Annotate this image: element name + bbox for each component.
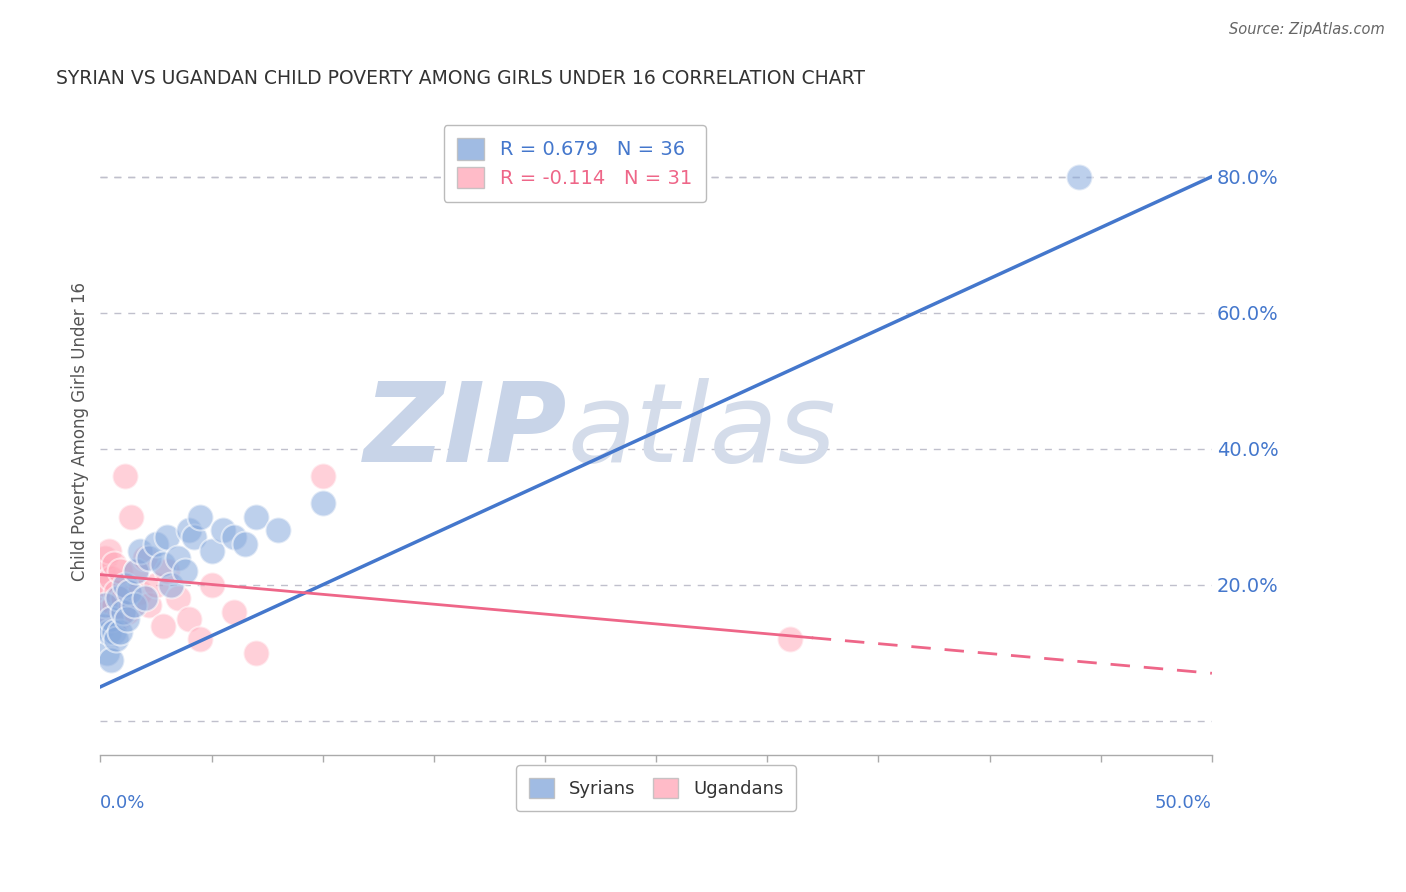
Point xyxy=(100,571,122,585)
Point xyxy=(311,469,333,483)
Point xyxy=(91,564,114,578)
Point xyxy=(167,591,190,606)
Point xyxy=(179,524,201,538)
Point xyxy=(245,509,267,524)
Point xyxy=(134,550,156,565)
Text: 50.0%: 50.0% xyxy=(1156,794,1212,812)
Y-axis label: Child Poverty Among Girls Under 16: Child Poverty Among Girls Under 16 xyxy=(72,282,89,582)
Point xyxy=(125,564,148,578)
Point xyxy=(115,605,138,619)
Point xyxy=(222,530,245,544)
Point xyxy=(103,598,125,612)
Point xyxy=(94,550,117,565)
Point xyxy=(103,558,125,572)
Point xyxy=(98,543,121,558)
Point xyxy=(94,598,117,612)
Point xyxy=(233,537,256,551)
Point xyxy=(152,558,174,572)
Point xyxy=(138,598,160,612)
Point xyxy=(152,618,174,632)
Point xyxy=(111,605,134,619)
Point xyxy=(779,632,801,647)
Text: Source: ZipAtlas.com: Source: ZipAtlas.com xyxy=(1229,22,1385,37)
Point xyxy=(1067,169,1090,184)
Point xyxy=(200,543,222,558)
Point xyxy=(96,605,118,619)
Point xyxy=(100,612,122,626)
Point xyxy=(173,564,195,578)
Point xyxy=(96,646,118,660)
Text: SYRIAN VS UGANDAN CHILD POVERTY AMONG GIRLS UNDER 16 CORRELATION CHART: SYRIAN VS UGANDAN CHILD POVERTY AMONG GI… xyxy=(56,69,865,87)
Point xyxy=(190,632,212,647)
Point xyxy=(167,550,190,565)
Point xyxy=(125,564,148,578)
Point xyxy=(200,578,222,592)
Point xyxy=(156,564,179,578)
Point xyxy=(111,591,134,606)
Point xyxy=(267,524,290,538)
Point xyxy=(121,509,143,524)
Point xyxy=(134,591,156,606)
Point xyxy=(129,584,152,599)
Point xyxy=(115,612,138,626)
Point xyxy=(114,578,136,592)
Point xyxy=(118,584,141,599)
Point xyxy=(114,469,136,483)
Point xyxy=(122,598,145,612)
Point xyxy=(245,646,267,660)
Point xyxy=(311,496,333,510)
Point xyxy=(107,591,129,606)
Point xyxy=(98,625,121,640)
Point xyxy=(107,612,129,626)
Point xyxy=(156,530,179,544)
Point xyxy=(145,578,167,592)
Point xyxy=(138,550,160,565)
Point xyxy=(190,509,212,524)
Point xyxy=(129,543,152,558)
Point xyxy=(96,578,118,592)
Point xyxy=(91,618,114,632)
Point xyxy=(110,564,132,578)
Point xyxy=(179,612,201,626)
Point xyxy=(104,584,127,599)
Point xyxy=(222,605,245,619)
Point xyxy=(110,625,132,640)
Text: 0.0%: 0.0% xyxy=(100,794,146,812)
Legend: Syrians, Ugandans: Syrians, Ugandans xyxy=(516,765,796,811)
Point xyxy=(160,578,183,592)
Point xyxy=(211,524,233,538)
Text: ZIP: ZIP xyxy=(364,378,567,485)
Point xyxy=(104,632,127,647)
Point xyxy=(100,653,122,667)
Point xyxy=(94,591,117,606)
Point xyxy=(145,537,167,551)
Point xyxy=(183,530,205,544)
Text: atlas: atlas xyxy=(567,378,835,485)
Point xyxy=(103,625,125,640)
